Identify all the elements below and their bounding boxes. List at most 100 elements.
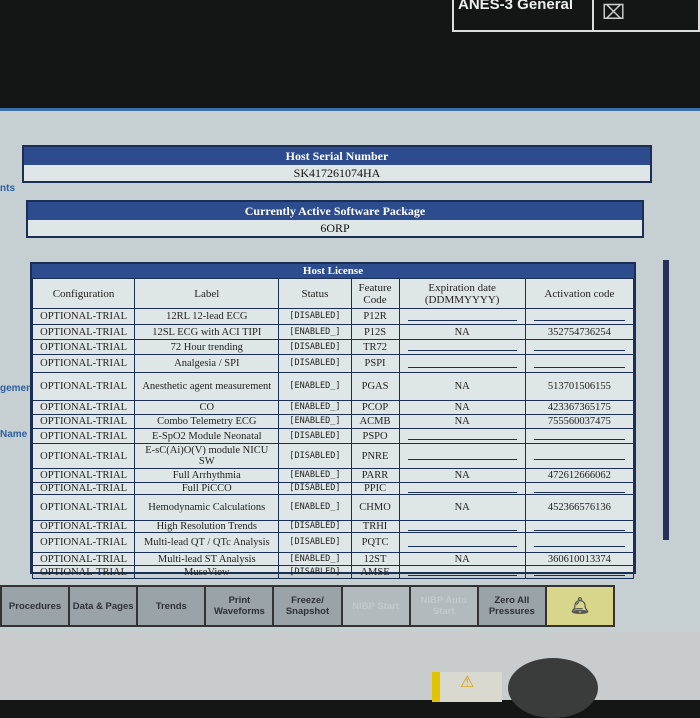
license-row[interactable]: OPTIONAL-TRIAL Full PiCCO [DISABLED] PPIC <box>31 482 635 495</box>
license-row[interactable]: OPTIONAL-TRIAL Analgesia / SPI [DISABLED] P… <box>31 354 635 373</box>
expiration-cell <box>398 428 526 444</box>
config-cell: OPTIONAL-TRIAL <box>31 354 136 373</box>
license-row[interactable]: OPTIONAL-TRIAL Combo Telemetry ECG [ENABLE… <box>31 414 635 429</box>
procedures-button[interactable]: Procedures <box>2 587 69 625</box>
license-row[interactable]: OPTIONAL-TRIAL 72 Hour trending [DISABLED]… <box>31 339 635 355</box>
status-cell: [DISABLED] <box>278 428 352 444</box>
feature-code-cell: PCOP <box>350 400 400 415</box>
empty-field <box>407 432 517 440</box>
expiration-cell: NA <box>398 414 526 429</box>
license-row[interactable]: OPTIONAL-TRIAL Multi-lead ST Analysis [ENA… <box>31 552 635 566</box>
activation-cell <box>524 308 635 325</box>
label-cell: CO <box>134 400 280 415</box>
print-waveforms-button[interactable]: Print Waveforms <box>206 587 273 625</box>
activation-cell <box>524 520 635 533</box>
feature-code-cell: PQTC <box>350 532 400 553</box>
empty-field <box>533 360 625 368</box>
expiration-cell <box>398 443 526 469</box>
expiration-cell <box>398 339 526 355</box>
empty-field <box>533 568 625 576</box>
empty-field <box>533 485 625 493</box>
column-header: Activation code <box>524 278 635 309</box>
column-header: Label <box>134 278 280 309</box>
column-header: Expiration date (DDMMYYYY) <box>398 278 526 309</box>
activation-cell <box>524 354 635 373</box>
feature-code-cell: TR72 <box>350 339 400 355</box>
license-panel: Host License Configuration Label Status Fea… <box>30 262 636 579</box>
nibp-start-button[interactable]: NIBP Start <box>342 587 409 625</box>
feature-code-cell: P12S <box>350 324 400 340</box>
expiration-cell <box>398 482 526 495</box>
trends-button[interactable]: Trends <box>138 587 205 625</box>
empty-field <box>533 452 625 460</box>
alarm-bell-icon[interactable]: 🔔︎ <box>546 587 613 625</box>
status-cell: [ENABLED_] <box>278 414 352 429</box>
status-cell: [DISABLED] <box>278 354 352 373</box>
alarm-off-icon: ⌧ <box>602 2 626 24</box>
license-title: Host License <box>32 264 634 278</box>
license-row[interactable]: OPTIONAL-TRIAL 12SL ECG with ACI TIPI [ENA… <box>31 324 635 340</box>
side-label[interactable]: Name <box>0 429 28 440</box>
nibp-auto-start-button[interactable]: NIBP Auto Start <box>410 587 477 625</box>
config-cell: OPTIONAL-TRIAL <box>31 468 136 483</box>
feature-code-cell: PARR <box>350 468 400 483</box>
activation-cell: 472612666062 <box>524 468 635 483</box>
serial-panel: Host Serial Number SK417261074HA <box>22 145 652 183</box>
label-cell: 72 Hour trending <box>134 339 280 355</box>
empty-field <box>533 313 625 321</box>
status-cell: [DISABLED] <box>278 532 352 553</box>
license-row[interactable]: OPTIONAL-TRIAL Hemodynamic Calculations [E… <box>31 494 635 521</box>
config-cell: OPTIONAL-TRIAL <box>31 552 136 566</box>
license-row[interactable]: OPTIONAL-TRIAL Anesthetic agent measureme… <box>31 372 635 401</box>
license-row[interactable]: OPTIONAL-TRIAL High Resolution Trends [DIS… <box>31 520 635 533</box>
license-row[interactable]: OPTIONAL-TRIAL CO [ENABLED_] PCOP NA 42336736… <box>31 400 635 415</box>
label-cell: 12SL ECG with ACI TIPI <box>134 324 280 340</box>
label-cell: Combo Telemetry ECG <box>134 414 280 429</box>
empty-field <box>407 539 517 547</box>
empty-field <box>533 523 625 531</box>
config-cell: OPTIONAL-TRIAL <box>31 482 136 495</box>
package-title: Currently Active Software Package <box>28 202 642 220</box>
feature-code-cell: PSPI <box>350 354 400 373</box>
side-label[interactable]: nts <box>0 183 15 194</box>
status-cell: [ENABLED_] <box>278 400 352 415</box>
serial-value: SK417261074HA <box>293 166 381 180</box>
label-cell: Anesthetic agent measurement <box>134 372 280 401</box>
license-row[interactable]: OPTIONAL-TRIAL Multi-lead QT / QTc Analys… <box>31 532 635 553</box>
side-label[interactable]: gement <box>0 383 36 394</box>
activation-cell <box>524 339 635 355</box>
config-cell: OPTIONAL-TRIAL <box>31 372 136 401</box>
feature-code-cell: TRHI <box>350 520 400 533</box>
empty-field <box>407 523 517 531</box>
config-cell: OPTIONAL-TRIAL <box>31 520 136 533</box>
config-cell: OPTIONAL-TRIAL <box>31 428 136 444</box>
label-cell: MuseView <box>134 565 280 579</box>
freeze-snapshot-button[interactable]: Freeze/ Snapshot <box>274 587 341 625</box>
status-cell: [ENABLED_] <box>278 372 352 401</box>
scrollbar[interactable] <box>663 260 669 540</box>
license-row[interactable]: OPTIONAL-TRIAL E-sC(Ai)O(V) module NICU S… <box>31 443 635 469</box>
package-value: 6ORP <box>320 221 350 235</box>
license-row[interactable]: OPTIONAL-TRIAL 12RL 12-lead ECG [DISABLED]… <box>31 308 635 325</box>
license-row[interactable]: OPTIONAL-TRIAL MuseView [DISABLED] AMSE <box>31 565 635 579</box>
config-cell: OPTIONAL-TRIAL <box>31 400 136 415</box>
label-cell: Multi-lead QT / QTc Analysis <box>134 532 280 553</box>
empty-field <box>407 485 517 493</box>
profile-label: ANES-3 General <box>454 0 594 30</box>
config-cell: OPTIONAL-TRIAL <box>31 443 136 469</box>
trim-knob[interactable] <box>508 658 598 718</box>
serial-title: Host Serial Number <box>24 147 650 165</box>
zero-all-pressures-button[interactable]: Zero All Pressures <box>478 587 545 625</box>
data-pages-button[interactable]: Data & Pages <box>70 587 137 625</box>
profile-box: ANES-3 General ⌧ <box>452 0 700 32</box>
config-cell: OPTIONAL-TRIAL <box>31 324 136 340</box>
license-row[interactable]: OPTIONAL-TRIAL E-SpO2 Module Neonatal [DIS… <box>31 428 635 444</box>
status-cell: [DISABLED] <box>278 565 352 579</box>
status-cell: [DISABLED] <box>278 520 352 533</box>
feature-code-cell: PPIC <box>350 482 400 495</box>
column-header: Configuration <box>31 278 136 309</box>
license-row[interactable]: OPTIONAL-TRIAL Full Arrhythmia [ENABLED_] P… <box>31 468 635 483</box>
activation-cell <box>524 532 635 553</box>
expiration-cell: NA <box>398 494 526 521</box>
config-cell: OPTIONAL-TRIAL <box>31 494 136 521</box>
